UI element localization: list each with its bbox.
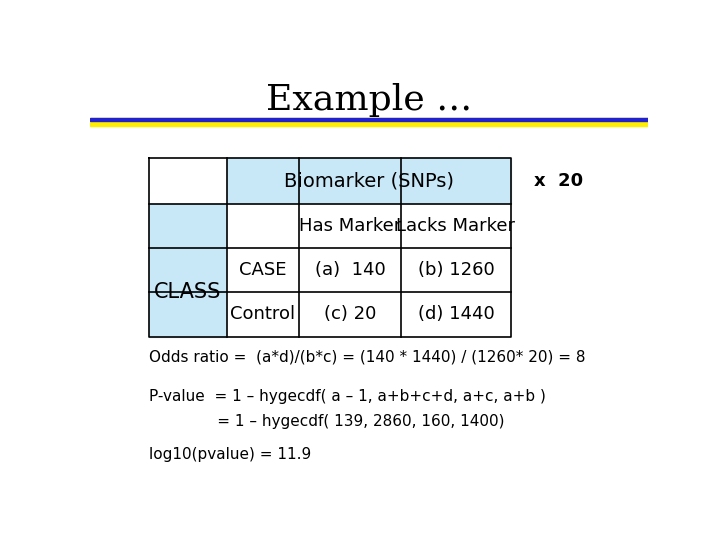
Text: (d) 1440: (d) 1440 — [418, 305, 495, 323]
Bar — [90, 118, 648, 126]
Text: CLASS: CLASS — [154, 282, 221, 302]
Text: Control: Control — [230, 305, 295, 323]
Text: (b) 1260: (b) 1260 — [418, 261, 495, 279]
Bar — [299, 248, 400, 292]
Bar — [299, 204, 400, 248]
Bar — [148, 292, 227, 337]
Text: Biomarker (SNPs): Biomarker (SNPs) — [284, 172, 454, 191]
Text: Has Marker: Has Marker — [299, 217, 401, 235]
Bar — [400, 204, 511, 248]
Text: log10(pvalue) = 11.9: log10(pvalue) = 11.9 — [148, 447, 311, 462]
Bar — [148, 248, 227, 292]
Bar — [227, 204, 299, 248]
Bar — [148, 204, 227, 248]
Bar — [400, 248, 511, 292]
Bar — [299, 292, 400, 337]
Text: CASE: CASE — [239, 261, 287, 279]
Bar — [227, 158, 511, 204]
Text: P-value  = 1 – hygecdf( a – 1, a+b+c+d, a+c, a+b ): P-value = 1 – hygecdf( a – 1, a+b+c+d, a… — [148, 389, 546, 404]
Bar — [148, 158, 227, 204]
Bar — [227, 292, 299, 337]
Text: Odds ratio =  (a*d)/(b*c) = (140 * 1440) / (1260* 20) = 8: Odds ratio = (a*d)/(b*c) = (140 * 1440) … — [148, 349, 585, 364]
Bar — [227, 248, 299, 292]
Text: Example …: Example … — [266, 83, 472, 117]
Text: x  20: x 20 — [534, 172, 582, 190]
Text: = 1 – hygecdf( 139, 2860, 160, 1400): = 1 – hygecdf( 139, 2860, 160, 1400) — [148, 414, 504, 429]
Text: Lacks Marker: Lacks Marker — [397, 217, 516, 235]
Text: (a)  140: (a) 140 — [315, 261, 385, 279]
Text: (c) 20: (c) 20 — [324, 305, 376, 323]
Bar — [400, 292, 511, 337]
Bar — [90, 118, 648, 121]
